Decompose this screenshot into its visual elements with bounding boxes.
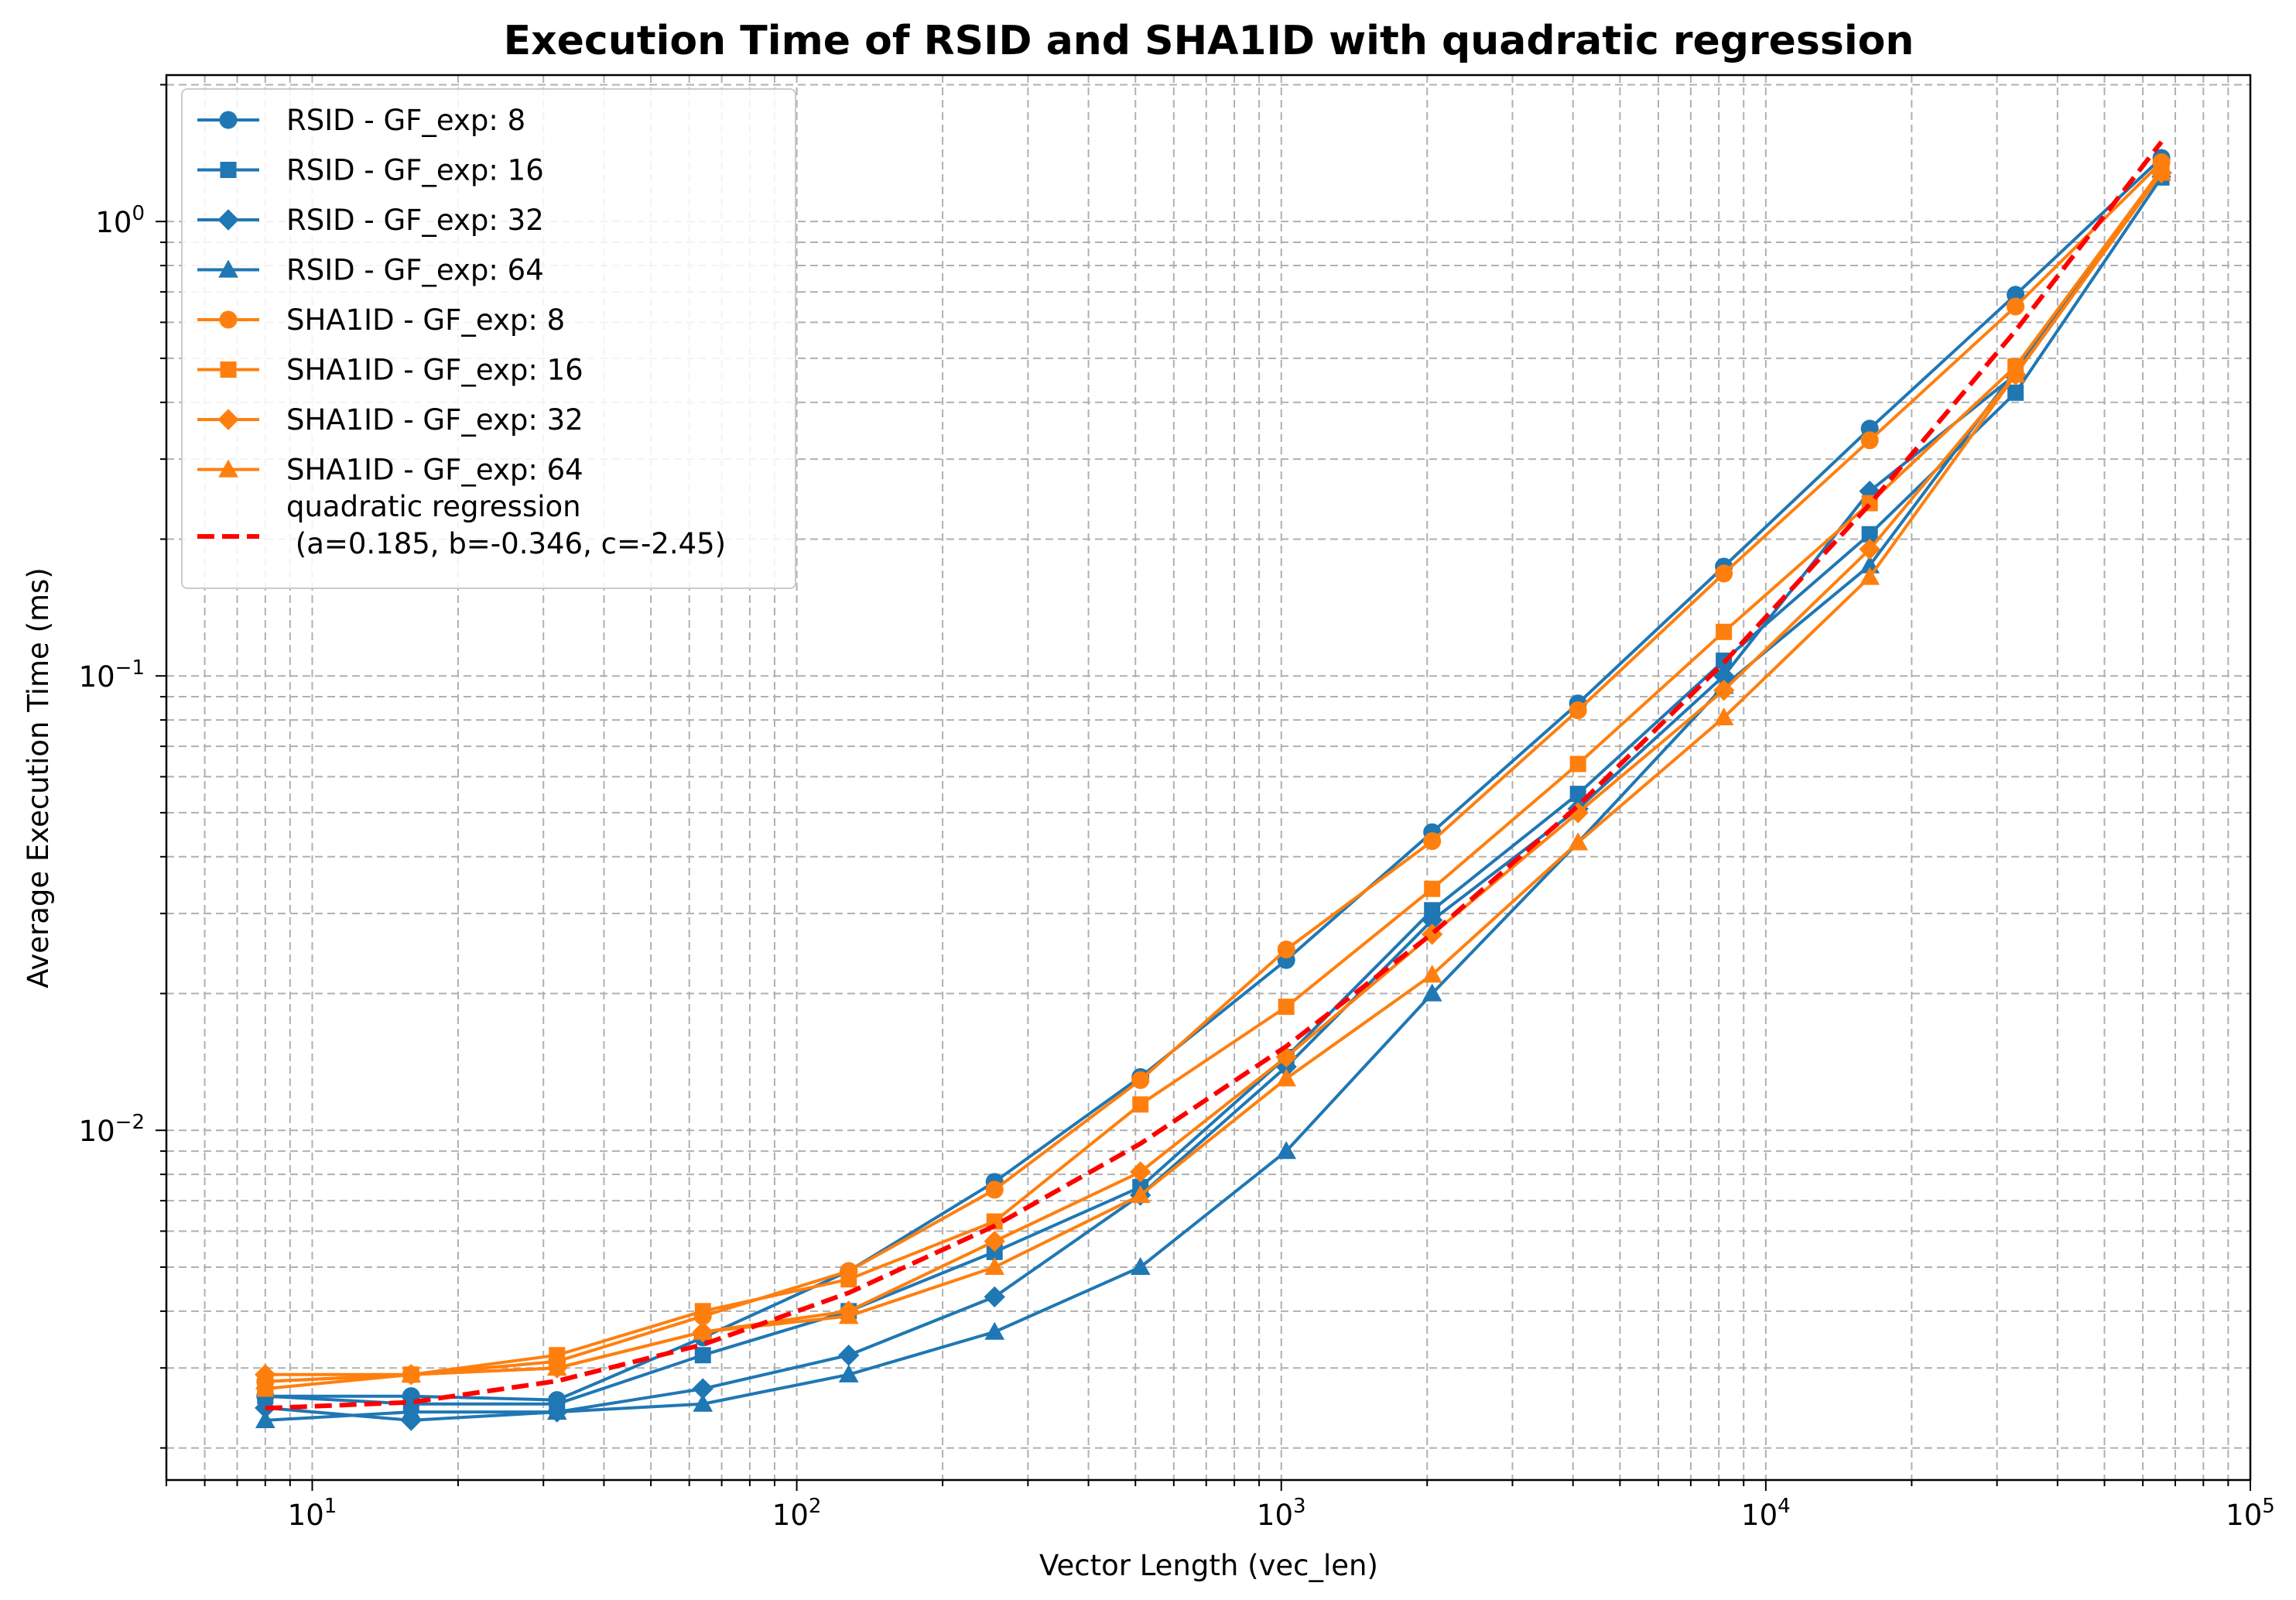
data-point-triangle — [255, 1371, 275, 1389]
legend-label: SHA1ID - GF_exp: 64 — [286, 454, 583, 487]
data-point-triangle — [693, 1321, 713, 1340]
series-7 — [255, 163, 2171, 1389]
data-point-triangle — [1276, 1068, 1297, 1087]
data-point-square — [220, 361, 237, 378]
data-point-triangle — [546, 1402, 567, 1420]
y-tick-label: 10−1 — [79, 656, 145, 694]
x-tick-label: 101 — [288, 1495, 337, 1532]
legend-label: SHA1ID - GF_exp: 8 — [286, 303, 565, 337]
series-line — [265, 176, 2163, 1406]
data-point-triangle — [1713, 707, 1734, 726]
data-point-triangle — [218, 259, 238, 278]
regression-line — [265, 140, 2164, 1411]
data-point-triangle — [1130, 1184, 1151, 1204]
legend-label: SHA1ID - GF_exp: 32 — [286, 403, 583, 437]
series-line — [265, 169, 2163, 1422]
data-point-triangle — [1860, 567, 1880, 585]
data-point-triangle — [984, 1321, 1005, 1340]
data-point-circle — [219, 111, 238, 129]
data-point-circle — [1860, 431, 1879, 450]
data-point-triangle — [1130, 1256, 1151, 1276]
series-line — [265, 172, 2163, 1383]
data-point-square — [220, 162, 237, 178]
data-point-triangle — [984, 1256, 1005, 1276]
chart-title: Execution Time of RSID and SHA1ID with q… — [504, 18, 1914, 64]
legend-label: RSID - GF_exp: 64 — [286, 254, 544, 287]
data-point-triangle — [401, 1402, 422, 1420]
data-point-square — [1132, 1096, 1149, 1113]
data-point-triangle — [2151, 163, 2171, 181]
series-line — [265, 169, 2163, 1391]
data-point-triangle — [401, 1364, 422, 1382]
data-point-triangle — [1422, 964, 1442, 983]
legend-box — [181, 88, 796, 589]
data-point-triangle — [1422, 983, 1442, 1002]
data-point-square — [1569, 755, 1586, 773]
data-point-triangle — [255, 1410, 275, 1429]
data-point-diamond — [1713, 679, 1735, 701]
legend-label: SHA1ID - GF_exp: 16 — [286, 354, 583, 387]
y-axis-label: Average Execution Time (ms) — [22, 567, 55, 988]
data-point-triangle — [1568, 832, 1589, 851]
y-tick-label: 100 — [95, 202, 145, 239]
data-point-circle — [1715, 564, 1733, 583]
series-line — [265, 156, 2163, 1402]
legend: RSID - GF_exp: 8 RSID - GF_exp: 16 RSID - … — [181, 88, 796, 589]
data-point-circle — [1423, 832, 1442, 851]
legend-label-regression-params: (a=0.185, b=-0.346, c=-2.45) — [286, 527, 726, 560]
data-point-square — [1716, 623, 1733, 640]
x-tick-label: 104 — [1741, 1495, 1791, 1532]
data-point-triangle — [838, 1364, 859, 1382]
data-point-triangle — [693, 1393, 713, 1412]
x-tick-label: 105 — [2226, 1495, 2275, 1532]
data-point-triangle — [838, 1306, 859, 1324]
grid-layer — [166, 75, 2251, 1480]
series-line — [265, 172, 2163, 1422]
y-tick-label: 10−2 — [79, 1111, 145, 1148]
legend-label-regression: quadratic regression — [286, 490, 581, 523]
data-point-circle — [2007, 297, 2025, 316]
data-point-square — [1424, 880, 1441, 897]
data-point-square — [694, 1303, 711, 1320]
data-point-diamond — [217, 409, 239, 430]
data-point-square — [694, 1347, 711, 1364]
data-point-diamond — [1859, 538, 1880, 560]
data-point-square — [840, 1271, 857, 1288]
data-point-circle — [985, 1180, 1004, 1199]
data-point-circle — [1277, 940, 1295, 959]
legend-label: RSID - GF_exp: 32 — [286, 204, 544, 237]
data-point-circle — [1569, 701, 1587, 720]
data-point-diamond — [984, 1230, 1005, 1252]
x-tick-label: 102 — [772, 1495, 822, 1532]
data-point-square — [1278, 999, 1295, 1016]
tick-layer: 101 102 103 104 105 10−2 10−1 100 — [79, 84, 2275, 1532]
data-point-triangle — [2005, 365, 2026, 383]
data-point-diamond — [217, 209, 239, 231]
data-point-square — [2007, 384, 2024, 401]
plot-area-frame — [165, 74, 2252, 1482]
data-point-triangle — [218, 459, 238, 478]
data-point-diamond — [984, 1286, 1005, 1308]
data-point-diamond — [1130, 1161, 1151, 1183]
series-line — [265, 161, 2163, 1383]
x-tick-label: 103 — [1257, 1495, 1306, 1532]
data-point-circle — [219, 310, 238, 329]
series-layer — [255, 140, 2172, 1431]
legend-label: RSID - GF_exp: 16 — [286, 154, 544, 187]
data-point-triangle — [1276, 1141, 1297, 1160]
x-axis-label: Vector Length (vec_len) — [1039, 1549, 1378, 1582]
data-point-triangle — [546, 1358, 567, 1376]
data-point-circle — [1131, 1071, 1150, 1089]
legend-label: RSID - GF_exp: 8 — [286, 104, 525, 137]
